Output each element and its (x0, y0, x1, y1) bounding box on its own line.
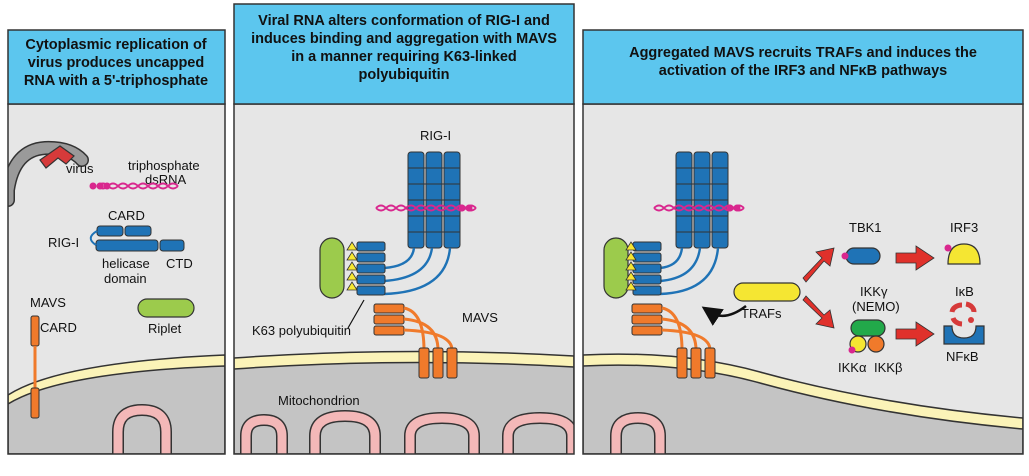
riplet-bound-icon-3 (603, 237, 629, 299)
triphosphate-label: triphosphate (128, 158, 200, 173)
rig-i-inactive-icon (89, 225, 185, 252)
helicase-label: helicase (102, 256, 150, 271)
panel-1-header-line-2: virus produces uncapped (28, 55, 204, 71)
panel-2-header-line-3: in a manner requiring K63-linked (291, 49, 517, 65)
ikk-complex-icon (848, 319, 886, 354)
trafs-recruit-arrow (701, 305, 747, 326)
mavs-aggregate-icon-3 (631, 303, 716, 379)
ikka-label: IKKα (838, 360, 867, 375)
trafs-icon (733, 282, 801, 302)
panel-1-header-line-3: RNA with a 5'-triphosphate (24, 73, 208, 89)
panel-2-header-line-4: polyubiquitin (358, 67, 449, 83)
panel-3-header-line-1: Aggregated MAVS recruits TRAFs and induc… (629, 45, 977, 61)
panel-3-header-line-2: activation of the IRF3 and NFκB pathways (659, 63, 947, 79)
rig-i-active-complex-icon (356, 151, 461, 296)
ubiquitin-chain-icon (346, 241, 358, 291)
rig-i-complex-icon-3 (632, 151, 729, 296)
panel-3-header (582, 29, 1024, 105)
tbk1-icon (845, 247, 881, 265)
rig-i-label: RIG-I (48, 235, 79, 250)
dsrna-bound-icon (375, 204, 477, 212)
rig-i-label-2: RIG-I (420, 128, 451, 143)
mavs-card-label: CARD (40, 320, 77, 335)
irf3-phosphate-icon (944, 244, 952, 252)
ikb-label: IκB (955, 284, 974, 299)
panel-2-header (233, 3, 575, 105)
activation-arrows (802, 245, 935, 347)
nfkb-icon (943, 325, 985, 345)
nfkb-label: NFκB (946, 349, 979, 364)
mavs-aggregate-icon (373, 303, 458, 379)
panel-2: Viral RNA alters conformation of RIG-I a… (233, 3, 575, 455)
riplet-label: Riplet (148, 321, 182, 336)
ikkg-label: IKKγ (860, 284, 888, 299)
domain-label: domain (104, 271, 147, 286)
riplet-icon (137, 298, 195, 318)
panel-2-header-line-2: induces binding and aggregation with MAV… (251, 31, 557, 47)
ikkb-label: IKKβ (874, 360, 902, 375)
k63-polyubiquitin-label: K63 polyubiquitin (252, 323, 351, 338)
panel-1-header-line-1: Cytoplasmic replication of (25, 37, 206, 53)
ctd-label: CTD (166, 256, 193, 271)
irf3-icon (947, 243, 981, 265)
mitochondrion-label: Mitochondrion (278, 393, 360, 408)
nemo-label: (NEMO) (852, 299, 900, 314)
trafs-label: TRAFs (741, 306, 782, 321)
panel-1-header (7, 29, 226, 105)
tbk1-label: TBK1 (849, 220, 882, 235)
panel-1: Cytoplasmic replication of virus produce… (7, 29, 226, 455)
ikb-degraded-icon (949, 301, 977, 327)
virus-label: virus (66, 161, 94, 176)
panel-2-header-line-1: Viral RNA alters conformation of RIG-I a… (258, 13, 550, 29)
riplet-bound-icon (319, 237, 345, 299)
mavs-label: MAVS (30, 295, 66, 310)
tbk1-phosphate-icon (841, 252, 849, 260)
irf3-label: IRF3 (950, 220, 978, 235)
panel-3: Aggregated MAVS recruits TRAFs and induc… (582, 29, 1024, 455)
ubiquitin-chain-icon-3 (625, 241, 637, 291)
virus-icon (39, 145, 75, 169)
triphosphate-dsrna-icon (89, 182, 179, 190)
mavs-label-2: MAVS (462, 310, 498, 325)
dsrna-bound-icon-3 (653, 204, 745, 212)
mavs-inactive-icon (30, 315, 40, 419)
rig-i-card-label: CARD (108, 208, 145, 223)
